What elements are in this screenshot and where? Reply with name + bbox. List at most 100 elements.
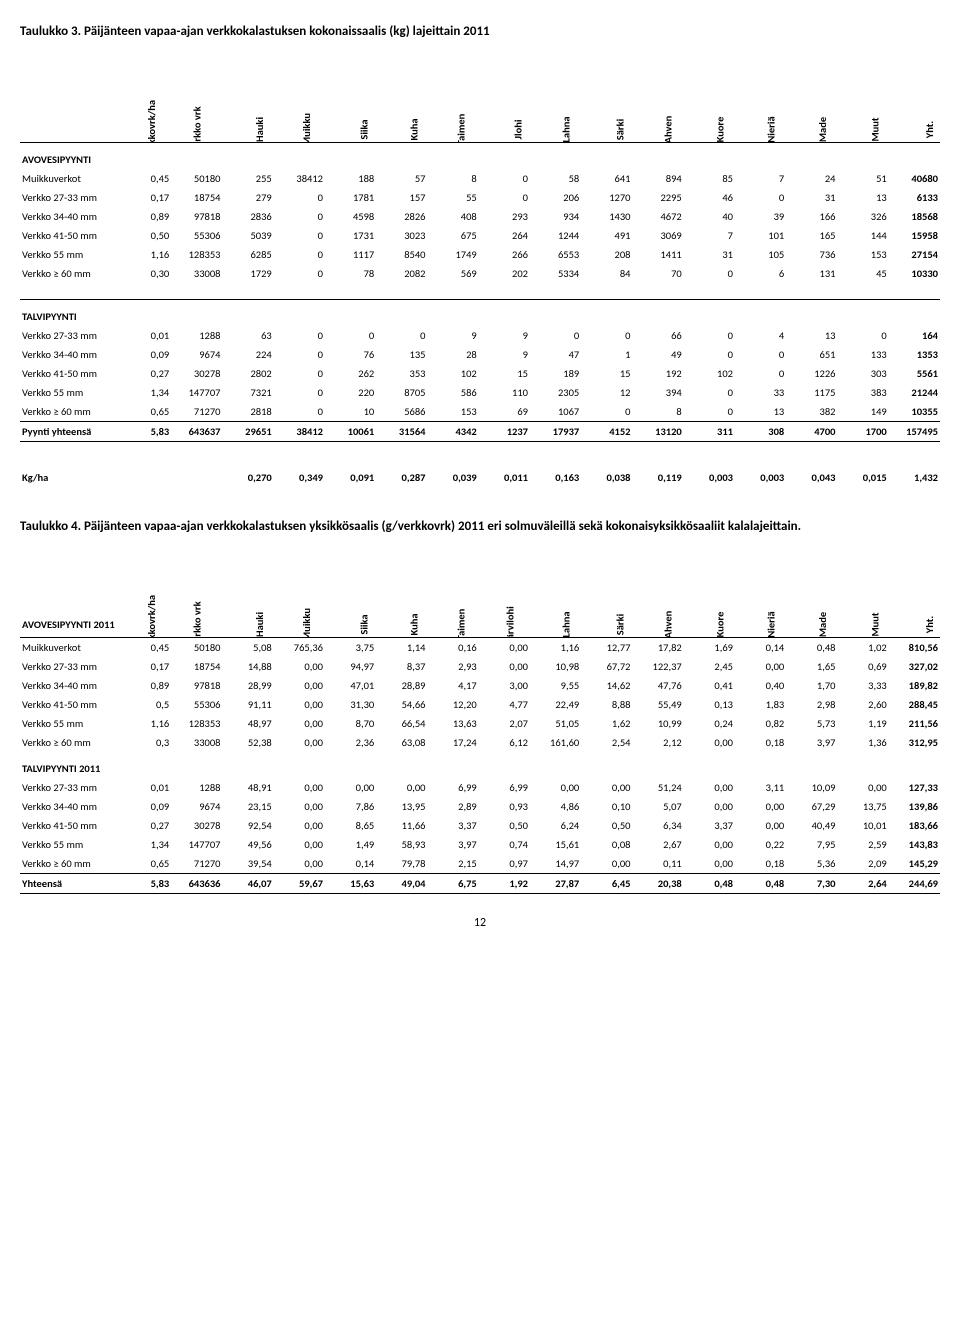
col-header: Särki bbox=[581, 53, 632, 143]
cell: 569 bbox=[428, 264, 479, 283]
cell: 17,24 bbox=[428, 733, 479, 752]
cell: 4 bbox=[735, 326, 786, 345]
cell: 8705 bbox=[376, 383, 427, 402]
cell: 0,65 bbox=[120, 854, 171, 874]
table3-title: Taulukko 3. Päijänteen vapaa-ajan verkko… bbox=[20, 24, 940, 39]
cell: 0,10 bbox=[581, 797, 632, 816]
cell: 28,99 bbox=[223, 676, 274, 695]
cell: 128353 bbox=[171, 245, 222, 264]
cell: 2,54 bbox=[581, 733, 632, 752]
cell: 3,00 bbox=[479, 676, 530, 695]
cell: 7 bbox=[684, 226, 735, 245]
cell: 145,29 bbox=[889, 854, 940, 874]
col-header: Verkko vrk bbox=[171, 548, 222, 638]
cell: 1226 bbox=[786, 364, 837, 383]
cell: 327,02 bbox=[889, 657, 940, 676]
cell: 2,67 bbox=[633, 835, 684, 854]
cell: 641 bbox=[581, 169, 632, 188]
cell: 2,09 bbox=[838, 854, 889, 874]
total-label: Pyynti yhteensä bbox=[20, 422, 120, 442]
cell: 220 bbox=[325, 383, 376, 402]
cell: 8 bbox=[633, 402, 684, 422]
cell: 23,15 bbox=[223, 797, 274, 816]
col-header: Taimen bbox=[428, 53, 479, 143]
cell: 49 bbox=[633, 345, 684, 364]
cell: 1729 bbox=[223, 264, 274, 283]
cell: 0 bbox=[530, 326, 581, 345]
row-label: Verkko 55 mm bbox=[20, 714, 120, 733]
cell: 57 bbox=[376, 169, 427, 188]
cell: 0,13 bbox=[684, 695, 735, 714]
cell: 0,27 bbox=[120, 364, 171, 383]
cell: 6285 bbox=[223, 245, 274, 264]
cell: 0,17 bbox=[120, 657, 171, 676]
cell: 5039 bbox=[223, 226, 274, 245]
cell: 0 bbox=[274, 402, 325, 422]
cell: 0,97 bbox=[479, 854, 530, 874]
cell: 135 bbox=[376, 345, 427, 364]
cell: 0,349 bbox=[274, 468, 325, 487]
cell: 52,38 bbox=[223, 733, 274, 752]
cell: 0,00 bbox=[274, 714, 325, 733]
cell: 0,00 bbox=[479, 638, 530, 658]
cell: 4,77 bbox=[479, 695, 530, 714]
cell: 40 bbox=[684, 207, 735, 226]
cell: 266 bbox=[479, 245, 530, 264]
cell: 31 bbox=[684, 245, 735, 264]
cell: 22,49 bbox=[530, 695, 581, 714]
row-label: Verkko 55 mm bbox=[20, 835, 120, 854]
cell: 51,05 bbox=[530, 714, 581, 733]
cell: 0,00 bbox=[479, 657, 530, 676]
cell: 76 bbox=[325, 345, 376, 364]
cell: 1,16 bbox=[120, 714, 171, 733]
cell: 1,49 bbox=[325, 835, 376, 854]
col-header: Made bbox=[786, 548, 837, 638]
cell: 0,40 bbox=[735, 676, 786, 695]
cell: 311 bbox=[684, 422, 735, 442]
cell: 12,20 bbox=[428, 695, 479, 714]
cell: 0,00 bbox=[684, 797, 735, 816]
cell: 1,70 bbox=[786, 676, 837, 695]
cell: 6,99 bbox=[428, 778, 479, 797]
cell: 0 bbox=[376, 326, 427, 345]
cell: 38412 bbox=[274, 169, 325, 188]
cell: 102 bbox=[684, 364, 735, 383]
cell: 1,92 bbox=[479, 874, 530, 894]
cell: 3,11 bbox=[735, 778, 786, 797]
cell: 0,48 bbox=[684, 874, 735, 894]
cell: 4598 bbox=[325, 207, 376, 226]
cell: 7321 bbox=[223, 383, 274, 402]
cell: 1,69 bbox=[684, 638, 735, 658]
cell: 934 bbox=[530, 207, 581, 226]
row-label: Verkko 41-50 mm bbox=[20, 226, 120, 245]
cell: 161,60 bbox=[530, 733, 581, 752]
cell: 0,09 bbox=[120, 797, 171, 816]
cell: 14,88 bbox=[223, 657, 274, 676]
cell: 67,72 bbox=[581, 657, 632, 676]
cell: 153 bbox=[428, 402, 479, 422]
row-label: Verkko 34-40 mm bbox=[20, 345, 120, 364]
cell: 8540 bbox=[376, 245, 427, 264]
cell: 894 bbox=[633, 169, 684, 188]
cell: 5,07 bbox=[633, 797, 684, 816]
cell: 0,00 bbox=[684, 778, 735, 797]
cell: 0,41 bbox=[684, 676, 735, 695]
cell: 1,34 bbox=[120, 835, 171, 854]
cell: 0 bbox=[274, 226, 325, 245]
cell: 1288 bbox=[171, 326, 222, 345]
cell: 0,00 bbox=[684, 854, 735, 874]
cell: 0,003 bbox=[684, 468, 735, 487]
cell: 1700 bbox=[838, 422, 889, 442]
cell: 2,07 bbox=[479, 714, 530, 733]
cell: 3,37 bbox=[684, 816, 735, 835]
cell: 6,34 bbox=[633, 816, 684, 835]
row-label: Verkko 55 mm bbox=[20, 383, 120, 402]
cell: 0,01 bbox=[120, 326, 171, 345]
cell bbox=[120, 468, 171, 487]
cell: 69 bbox=[479, 402, 530, 422]
row-label: Verkko 34-40 mm bbox=[20, 797, 120, 816]
col-header: Verkko vrk bbox=[171, 53, 222, 143]
row-label: Verkko 55 mm bbox=[20, 245, 120, 264]
cell: 40,49 bbox=[786, 816, 837, 835]
cell: 10,09 bbox=[786, 778, 837, 797]
